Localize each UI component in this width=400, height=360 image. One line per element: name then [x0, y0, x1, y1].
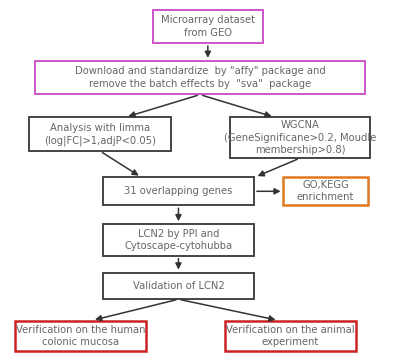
Text: Validation of LCN2: Validation of LCN2: [132, 281, 224, 291]
FancyBboxPatch shape: [30, 117, 170, 151]
Text: Microarray dataset
from GEO: Microarray dataset from GEO: [161, 15, 255, 38]
FancyBboxPatch shape: [153, 10, 263, 43]
FancyBboxPatch shape: [230, 117, 370, 158]
FancyBboxPatch shape: [35, 61, 365, 94]
Text: Download and standardize  by "affy" package and
remove the batch effects by  "sv: Download and standardize by "affy" packa…: [75, 67, 325, 89]
FancyBboxPatch shape: [283, 177, 368, 206]
FancyBboxPatch shape: [224, 321, 356, 351]
Text: LCN2 by PPI and
Cytoscape-cytohubba: LCN2 by PPI and Cytoscape-cytohubba: [124, 229, 232, 251]
Text: 31 overlapping genes: 31 overlapping genes: [124, 186, 233, 196]
Text: GO,KEGG
enrichment: GO,KEGG enrichment: [297, 180, 354, 202]
Text: Verification on the animal
experiment: Verification on the animal experiment: [226, 325, 354, 347]
FancyBboxPatch shape: [15, 321, 146, 351]
FancyBboxPatch shape: [103, 273, 254, 299]
Text: Verification on the human
colonic mucosa: Verification on the human colonic mucosa: [16, 325, 145, 347]
Text: Analysis with limma
(log|FC|>1,adjP<0.05): Analysis with limma (log|FC|>1,adjP<0.05…: [44, 123, 156, 145]
FancyBboxPatch shape: [103, 177, 254, 206]
Text: WGCNA
(GeneSignificane>0.2, Moudle
membership>0.8): WGCNA (GeneSignificane>0.2, Moudle membe…: [224, 120, 376, 155]
FancyBboxPatch shape: [103, 224, 254, 256]
